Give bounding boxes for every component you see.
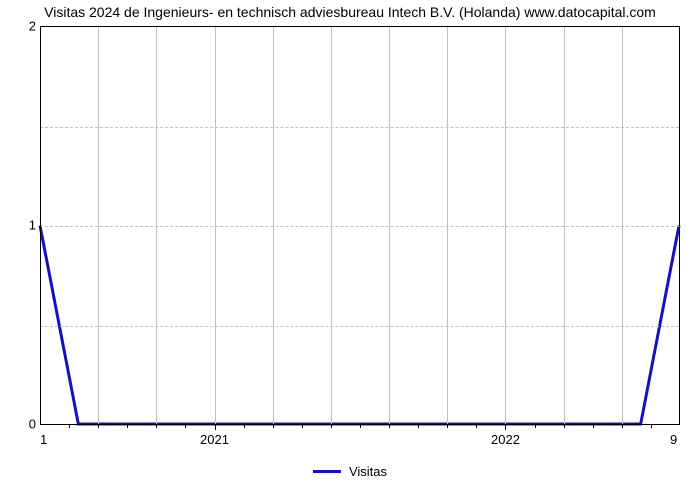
x-tick-minor xyxy=(185,424,186,428)
x-tick-major xyxy=(215,424,216,430)
x-tick-minor xyxy=(564,424,565,428)
x-tick-label: 2021 xyxy=(200,432,229,447)
legend-swatch xyxy=(313,470,341,473)
x-start-label: 1 xyxy=(40,432,47,447)
x-tick-minor xyxy=(302,424,303,428)
y-tick-label: 0 xyxy=(6,417,36,432)
x-tick-minor xyxy=(69,424,70,428)
legend: Visitas xyxy=(0,460,700,479)
x-tick-minor xyxy=(622,424,623,428)
x-tick-major xyxy=(505,424,506,430)
x-tick-minor xyxy=(418,424,419,428)
legend-label: Visitas xyxy=(349,464,387,479)
y-axis xyxy=(40,26,41,424)
chart-title: Visitas 2024 de Ingenieurs- en technisch… xyxy=(0,4,700,20)
x-tick-label: 2022 xyxy=(491,432,520,447)
x-tick-minor xyxy=(244,424,245,428)
legend-item-visitas: Visitas xyxy=(313,464,387,479)
x-tick-minor xyxy=(476,424,477,428)
x-tick-minor xyxy=(593,424,594,428)
x-end-label: 9 xyxy=(670,432,677,447)
x-tick-minor xyxy=(651,424,652,428)
x-tick-minor xyxy=(331,424,332,428)
x-tick-minor xyxy=(273,424,274,428)
gridline-horizontal xyxy=(40,326,679,327)
gridline-horizontal xyxy=(40,226,679,227)
plot-area xyxy=(40,26,680,424)
x-tick-minor xyxy=(127,424,128,428)
x-tick-minor xyxy=(447,424,448,428)
x-tick-minor xyxy=(389,424,390,428)
gridline-horizontal xyxy=(40,127,679,128)
x-tick-minor xyxy=(360,424,361,428)
x-tick-minor xyxy=(156,424,157,428)
visits-chart: Visitas 2024 de Ingenieurs- en technisch… xyxy=(0,0,700,500)
x-tick-minor xyxy=(535,424,536,428)
y-tick-label: 1 xyxy=(6,218,36,233)
y-tick-label: 2 xyxy=(6,19,36,34)
x-tick-minor xyxy=(98,424,99,428)
